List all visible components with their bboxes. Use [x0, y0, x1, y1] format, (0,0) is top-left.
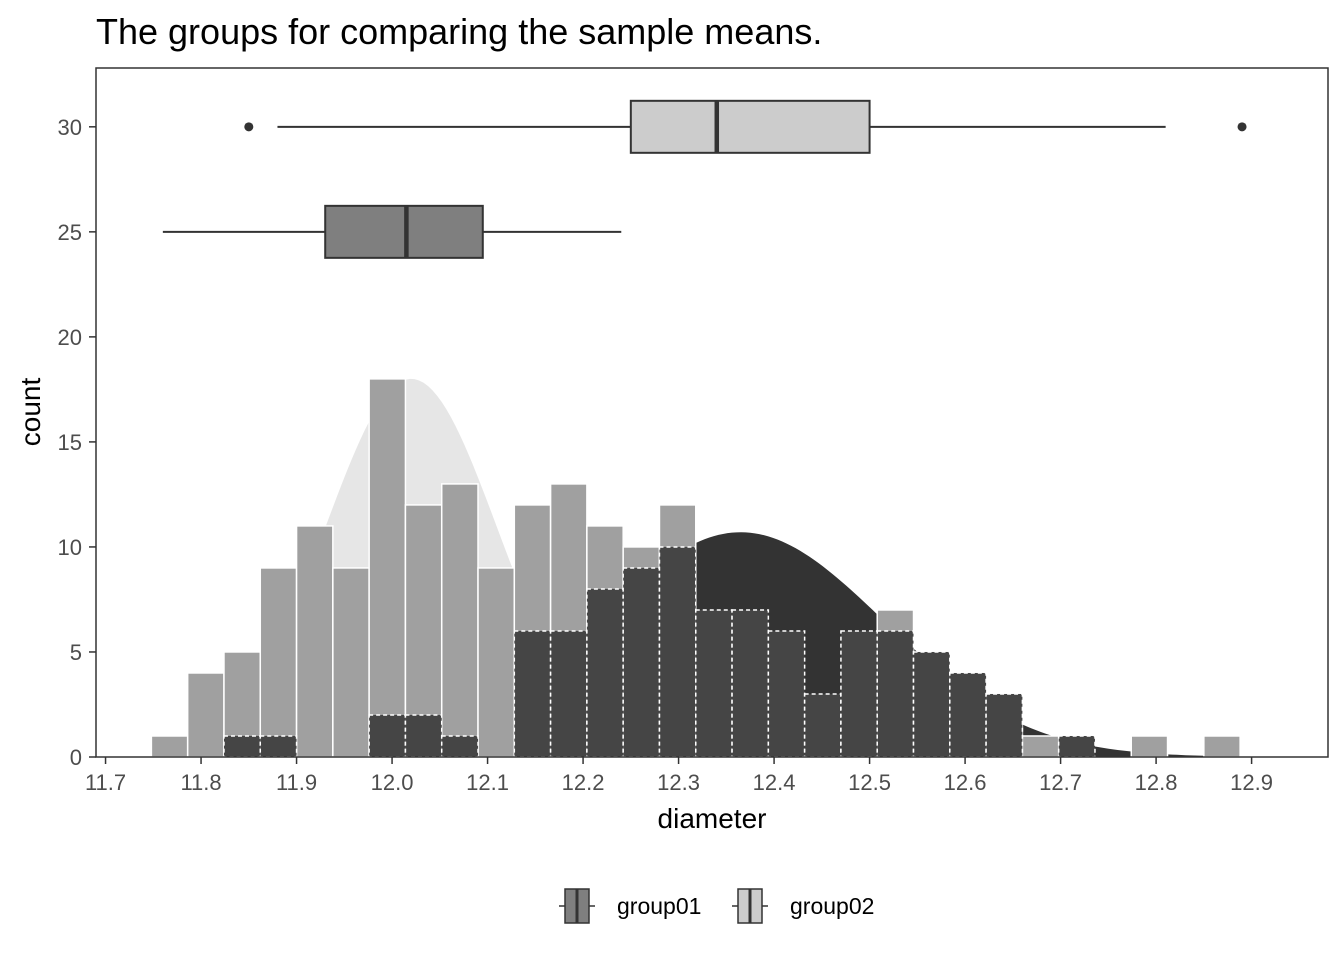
bar-group02	[768, 631, 804, 757]
y-tick-label: 5	[70, 640, 82, 665]
x-tick-label: 12.3	[657, 770, 700, 795]
bar-group02	[224, 736, 260, 757]
legend-label: group01	[617, 893, 701, 919]
bar-group02	[442, 736, 478, 757]
bar-group02	[841, 631, 877, 757]
bar-group01	[151, 736, 187, 757]
bar-group02	[405, 715, 441, 757]
x-tick-label: 11.9	[276, 770, 317, 795]
x-tick-label: 12.9	[1230, 770, 1273, 795]
x-tick-label: 12.5	[848, 770, 891, 795]
legend: group01 group02	[559, 889, 874, 923]
plot-area: 11.7 11.8 11.9 12.0 12.1 12.2 12.3 12.4 12.5 12.6…	[58, 68, 1328, 795]
bar-group02	[587, 589, 623, 757]
plot-content	[151, 101, 1246, 757]
bar-group02	[260, 736, 296, 757]
bar-group02	[659, 547, 695, 757]
bar-group02	[369, 715, 405, 757]
y-axis-title: count	[15, 378, 46, 447]
bar-group01	[442, 484, 478, 757]
x-tick-label: 12.1	[466, 770, 509, 795]
x-tick-label: 12.6	[944, 770, 987, 795]
y-tick-label: 20	[58, 325, 82, 350]
legend-label: group02	[790, 893, 874, 919]
bar-group02	[914, 652, 950, 757]
bar-group02	[623, 568, 659, 757]
outlier-group02	[1238, 122, 1247, 131]
box-group01	[325, 206, 483, 258]
box-group02	[631, 101, 870, 153]
bar-group01	[260, 568, 296, 757]
legend-item-group01: group01	[559, 889, 701, 923]
x-tick-label: 12.0	[371, 770, 414, 795]
y-tick-label: 10	[58, 535, 82, 560]
x-tick-label: 12.7	[1039, 770, 1082, 795]
x-tick-label: 11.7	[85, 770, 126, 795]
bar-group01	[1022, 736, 1058, 757]
bar-group02	[551, 631, 587, 757]
x-tick-label: 12.4	[753, 770, 796, 795]
bar-group02	[805, 694, 841, 757]
bar-group01	[478, 568, 514, 757]
y-tick-label: 15	[58, 430, 82, 455]
bar-group02	[877, 631, 913, 757]
x-axis-title: diameter	[658, 803, 767, 834]
x-tick-label: 12.2	[562, 770, 605, 795]
y-tick-label: 30	[58, 115, 82, 140]
bar-group02	[950, 673, 986, 757]
y-tick-label: 25	[58, 220, 82, 245]
bar-group02	[732, 610, 768, 757]
bar-group02	[1059, 736, 1095, 757]
bar-group01	[333, 568, 369, 757]
legend-item-group02: group02	[732, 889, 874, 923]
bar-group01	[1131, 736, 1167, 757]
bar-group01	[188, 673, 224, 757]
bar-group02	[986, 694, 1022, 757]
y-tick-label: 0	[70, 745, 82, 770]
bar-group01	[369, 379, 405, 757]
chart-title: The groups for comparing the sample mean…	[96, 11, 822, 52]
bar-group01	[1204, 736, 1240, 757]
boxplot-group02	[244, 101, 1246, 153]
bar-group01	[297, 526, 333, 757]
bar-group02	[696, 610, 732, 757]
x-tick-label: 12.8	[1135, 770, 1178, 795]
boxplot-group01	[163, 206, 621, 258]
x-tick-label: 11.8	[180, 770, 221, 795]
bar-group02	[514, 631, 550, 757]
outlier-group02	[244, 122, 253, 131]
